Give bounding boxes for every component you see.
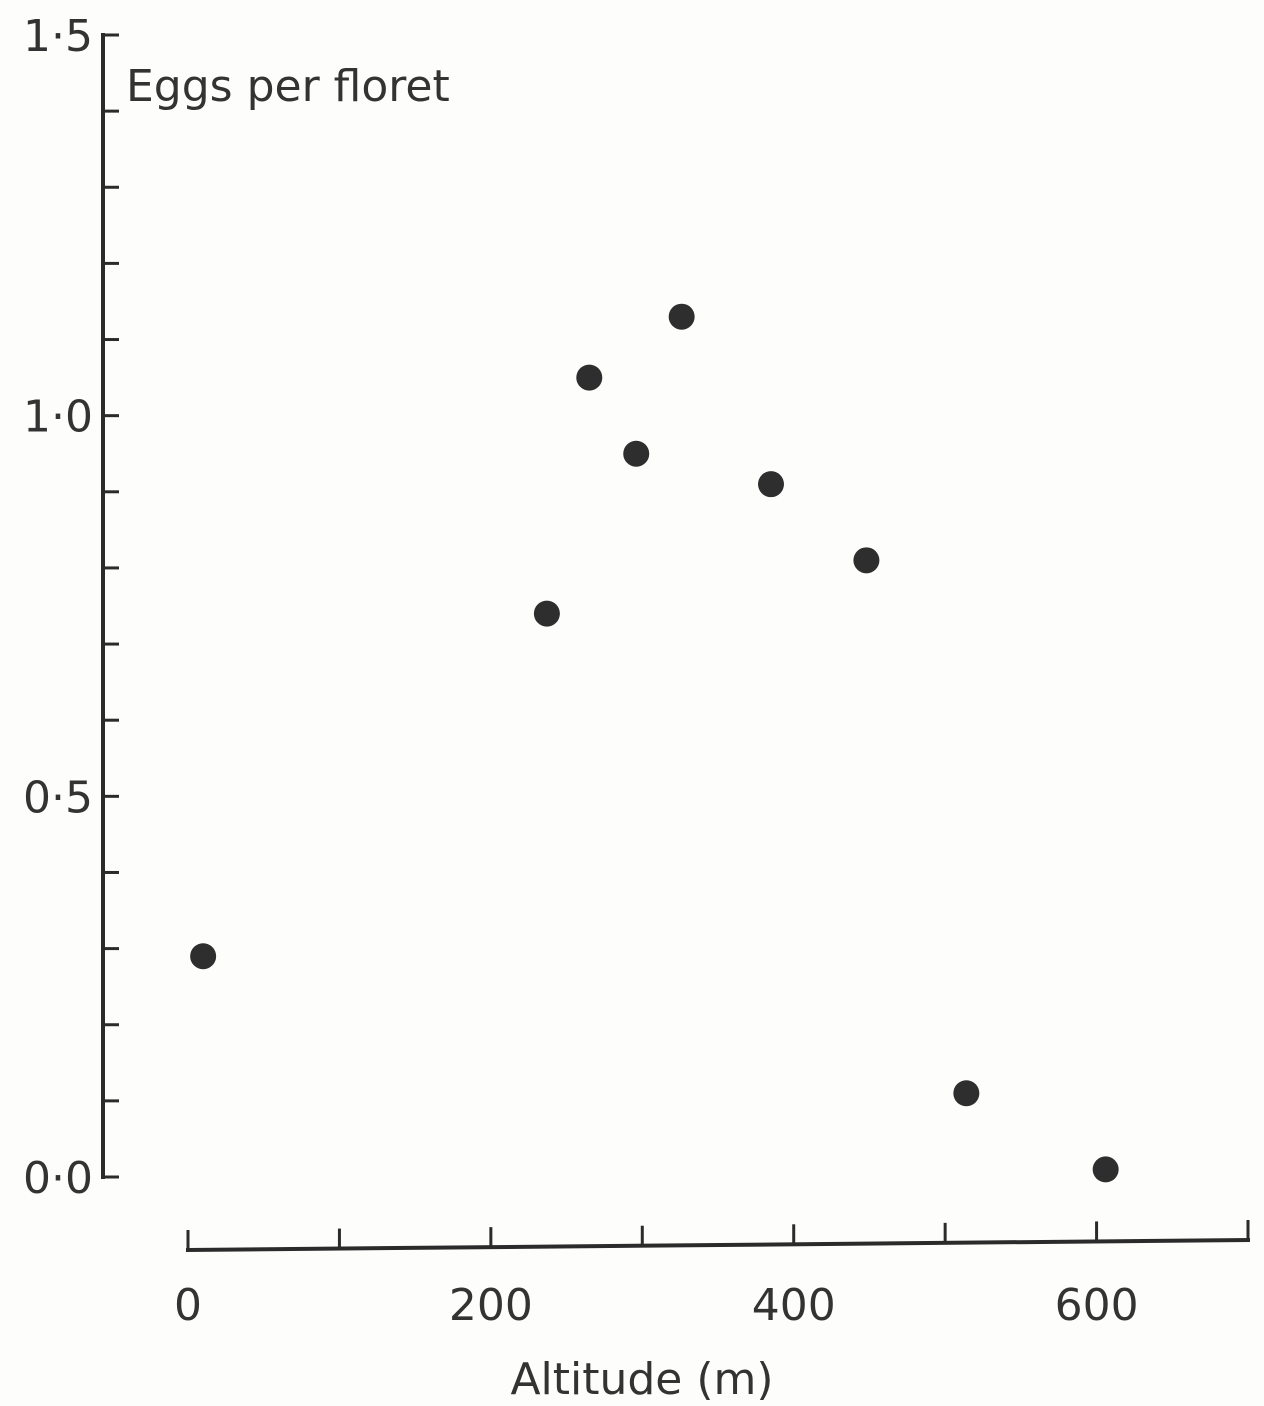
data-points xyxy=(190,303,1119,1183)
x-axis-title: Altitude (m) xyxy=(510,1354,773,1405)
y-ticks: 0·0 0·5 1·0 1·5 xyxy=(23,11,119,1204)
data-point xyxy=(668,303,695,330)
data-point xyxy=(623,440,650,467)
x-axis xyxy=(185,1237,1251,1253)
x-tick-label: 200 xyxy=(449,1280,533,1331)
x-tick-label: 400 xyxy=(752,1280,836,1331)
y-tick-label: 1·5 xyxy=(23,11,93,62)
data-point xyxy=(1092,1156,1119,1183)
y-tick-label: 1·0 xyxy=(23,392,93,443)
data-point xyxy=(758,471,784,498)
x-axis-line xyxy=(185,1237,1251,1253)
y-tick-label: 0·5 xyxy=(23,772,93,823)
x-tick-label: 0 xyxy=(174,1280,202,1331)
data-point xyxy=(533,600,560,627)
data-point xyxy=(576,364,603,391)
x-ticks: 0 200 400 600 xyxy=(174,1220,1250,1331)
x-tick-label: 600 xyxy=(1055,1280,1139,1331)
data-point xyxy=(953,1080,980,1107)
data-point xyxy=(190,943,217,970)
y-tick-label: 0·0 xyxy=(23,1153,93,1204)
y-axis-title: Eggs per floret xyxy=(126,61,450,112)
data-point xyxy=(853,547,880,574)
